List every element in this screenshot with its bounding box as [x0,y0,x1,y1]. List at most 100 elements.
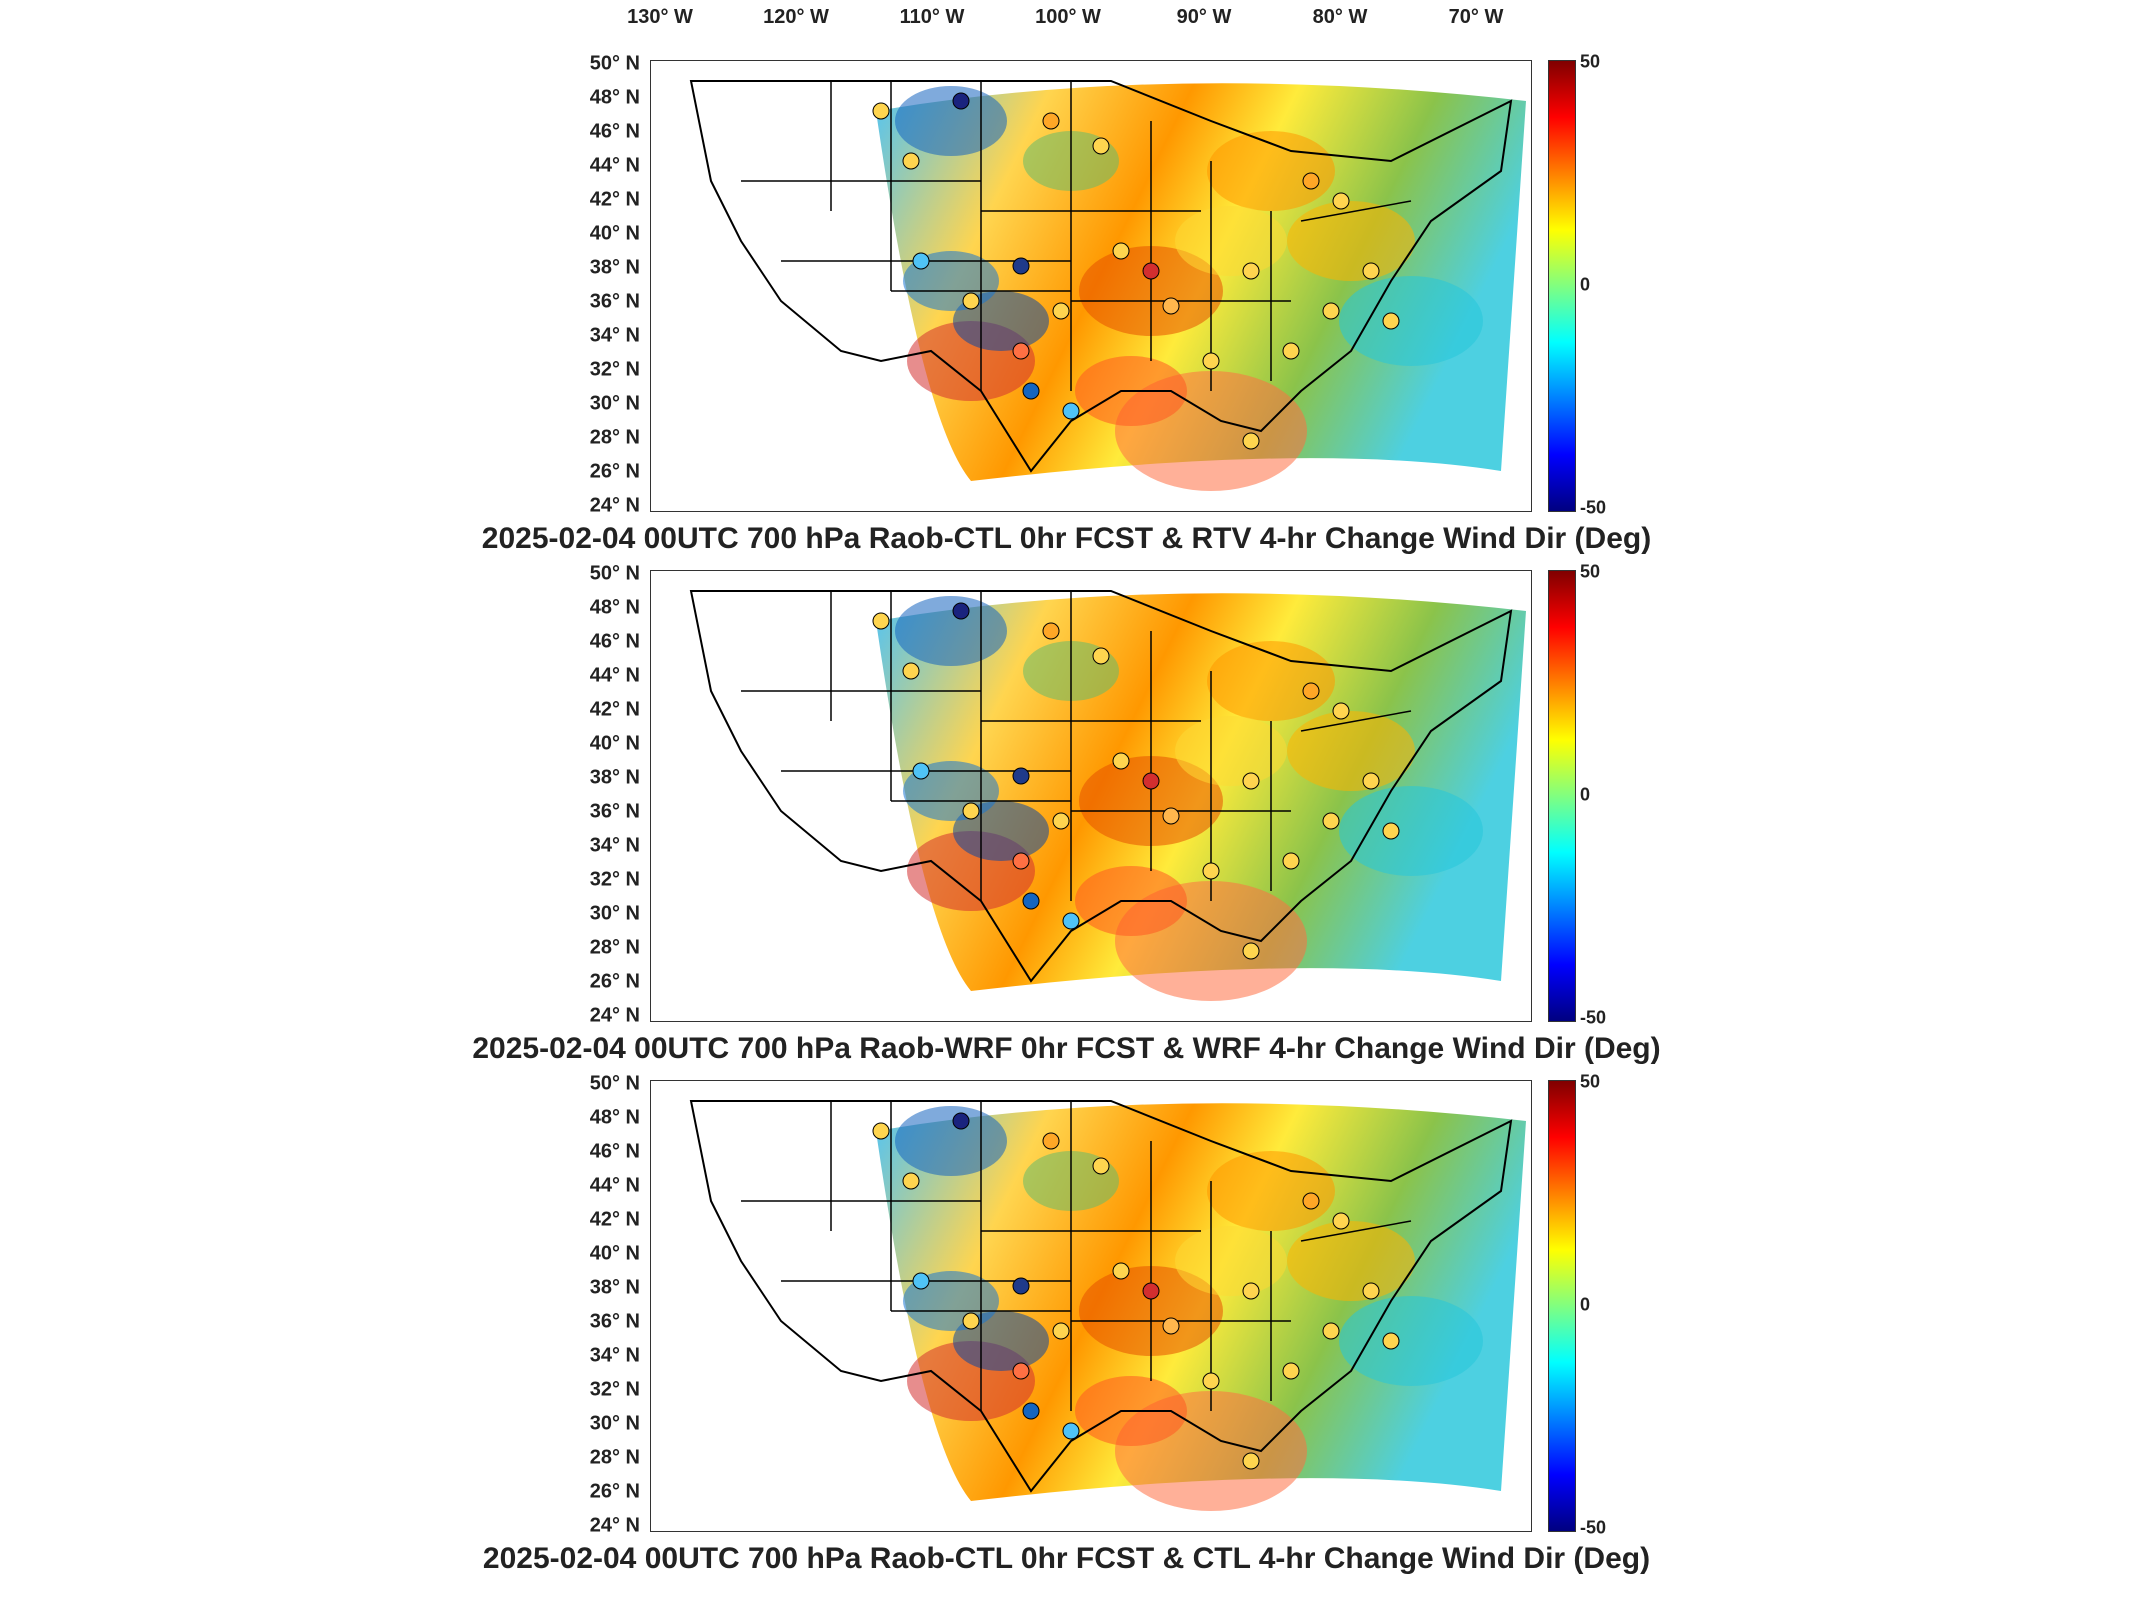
lat-label: 40° N [589,1242,640,1265]
lat-label: 26° N [589,970,640,993]
raob-station-marker [1142,772,1160,790]
raob-station-marker [872,1122,890,1140]
field-anomaly [1207,1151,1335,1231]
colorbar [1548,570,1576,1022]
panel-title: 2025-02-04 00UTC 700 hPa Raob-CTL 0hr FC… [481,522,1652,555]
colorbar [1548,60,1576,512]
raob-station-marker [1242,262,1260,280]
field-anomaly [1175,206,1287,276]
panel-title: 2025-02-04 00UTC 700 hPa Raob-CTL 0hr FC… [482,1542,1651,1575]
lat-label: 36° N [589,1310,640,1333]
map-plot-area [650,1080,1532,1532]
raob-station-marker [1242,772,1260,790]
raob-station-marker [1202,1372,1220,1390]
lat-label: 38° N [589,256,640,279]
lat-label: 34° N [589,1344,640,1367]
raob-station-marker [1062,402,1080,420]
state-border [1300,200,1412,222]
lat-label: 24° N [589,1004,640,1027]
lat-label: 44° N [589,154,640,177]
raob-station-marker [962,1312,980,1330]
raob-station-marker [1202,862,1220,880]
raob-station-marker [1162,297,1180,315]
raob-station-marker [1092,137,1110,155]
wind-direction-map [689,1100,1526,1511]
raob-station-marker [912,252,930,270]
raob-station-marker [1242,432,1260,450]
raob-station-marker [1362,262,1380,280]
lat-label: 48° N [589,596,640,619]
state-border [1300,710,1412,732]
lat-label: 38° N [589,1276,640,1299]
lat-label: 28° N [589,426,640,449]
wind-direction-map [689,590,1526,1001]
lat-label: 36° N [589,290,640,313]
raob-station-marker [1322,302,1340,320]
colorbar-min-label: -50 [1580,1517,1607,1538]
raob-station-marker [1242,1452,1260,1470]
raob-station-marker [872,102,890,120]
field-anomaly [1339,276,1483,366]
raob-station-marker [1382,1332,1400,1350]
lat-label: 32° N [589,868,640,891]
lat-label: 48° N [589,86,640,109]
raob-station-marker [1302,682,1320,700]
lat-label: 24° N [589,1514,640,1537]
raob-station-marker [1332,1212,1350,1230]
colorbar-max-label: 50 [1580,561,1601,582]
map-panel-1: 50° N 48° N 46° N 44° N 42° N 40° N 38° N 36° N… [0,52,2133,560]
raob-station-marker [1162,807,1180,825]
lat-label: 24° N [589,494,640,517]
raob-station-marker [952,1112,970,1130]
raob-station-marker [1012,1362,1030,1380]
raob-station-marker [1282,342,1300,360]
us-outline [689,80,1513,473]
lon-label: 100° W [1035,6,1101,28]
latitude-labels: 50° N 48° N 46° N 44° N 42° N 40° N 38° N 36° N… [560,1073,640,1537]
us-outline [689,1100,1513,1493]
raob-station-marker [1302,172,1320,190]
raob-station-marker [1012,1277,1030,1295]
field-anomaly [1339,786,1483,876]
raob-station-marker [1022,382,1040,400]
raob-station-marker [1112,752,1130,770]
lat-label: 40° N [589,222,640,245]
raob-station-marker [1322,1322,1340,1340]
raob-station-marker [1042,1132,1060,1150]
raob-station-marker [1012,767,1030,785]
field-anomaly [895,86,1007,156]
raob-station-marker [1112,242,1130,260]
latitude-labels: 50° N 48° N 46° N 44° N 42° N 40° N 38° N 36° N… [560,563,640,1027]
raob-station-marker [1242,1282,1260,1300]
field-anomaly [1339,1296,1483,1386]
lat-label: 28° N [589,1446,640,1469]
colorbar-max-label: 50 [1580,51,1601,72]
lat-label: 46° N [589,630,640,653]
raob-station-marker [902,662,920,680]
raob-station-marker [1362,772,1380,790]
wind-direction-map [689,80,1526,491]
raob-station-marker [1112,1262,1130,1280]
raob-station-marker [1062,1422,1080,1440]
lat-label: 28° N [589,936,640,959]
raob-station-marker [872,612,890,630]
colorbar-mid-label: 0 [1580,1294,1591,1315]
raob-station-marker [1052,1322,1070,1340]
colorbar-mid-label: 0 [1580,274,1591,295]
lat-label: 32° N [589,358,640,381]
raob-station-marker [952,92,970,110]
lat-label: 30° N [589,392,640,415]
raob-station-marker [912,762,930,780]
field-anomaly [1175,716,1287,786]
lat-label: 44° N [589,1174,640,1197]
raob-station-marker [1332,702,1350,720]
lon-label: 110° W [899,6,965,28]
raob-station-marker [1382,312,1400,330]
lat-label: 26° N [589,1480,640,1503]
colorbar-mid-label: 0 [1580,784,1591,805]
map-plot-area [650,60,1532,512]
raob-station-marker [1282,1362,1300,1380]
field-anomaly [1175,1226,1287,1296]
field-anomaly [1287,201,1415,281]
raob-station-marker [902,152,920,170]
